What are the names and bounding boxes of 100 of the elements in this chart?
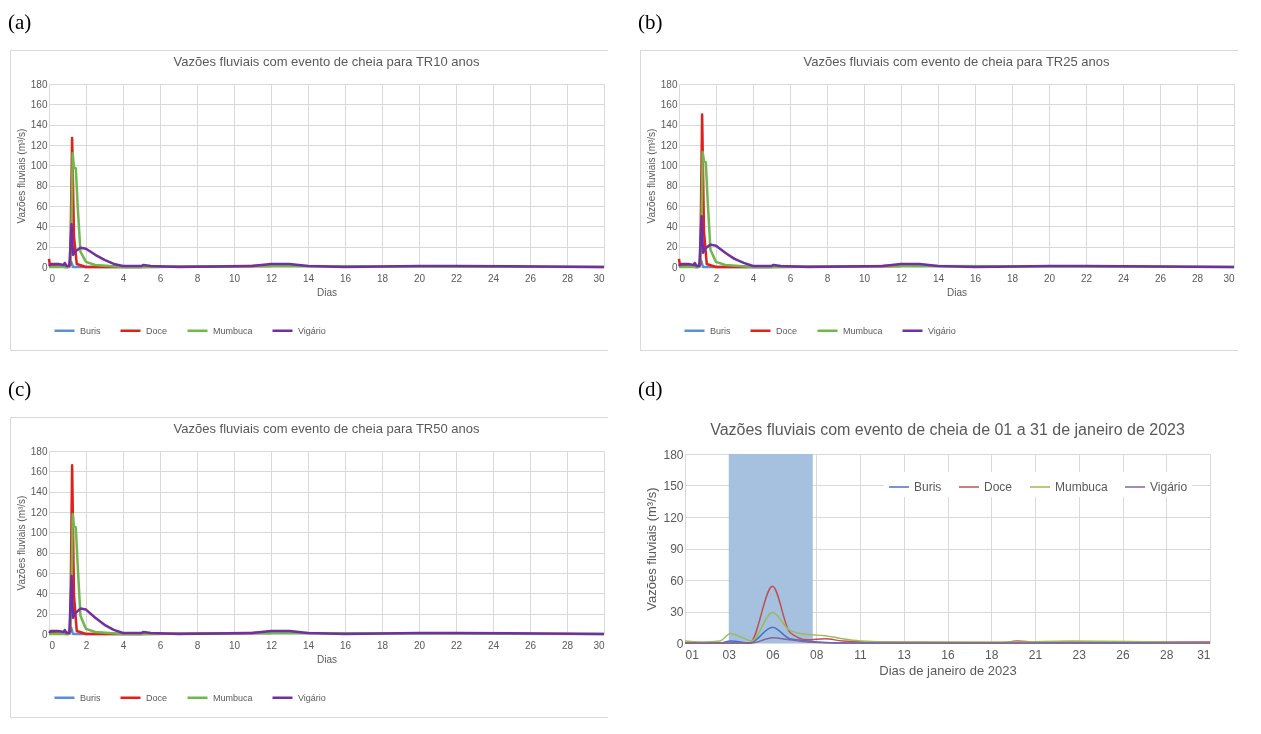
- x-tick-label: 2: [713, 272, 720, 284]
- legend-label: Doce: [984, 480, 1013, 494]
- legend-label: Doce: [146, 692, 168, 703]
- y-tick-label: 20: [36, 241, 48, 253]
- y-tick-label: 100: [660, 159, 678, 171]
- x-tick-label: 28: [1160, 647, 1174, 662]
- y-tick-label: 120: [30, 139, 48, 151]
- y-tick-label: 100: [30, 526, 48, 538]
- x-tick-label: 12: [265, 639, 278, 651]
- x-tick-label: 2: [83, 639, 90, 651]
- x-tick-label: 01: [685, 647, 700, 662]
- x-tick-label: 28: [561, 272, 574, 284]
- y-tick-label: 180: [663, 447, 684, 462]
- chart-title: Vazões fluviais com evento de cheia para TR10 anos: [173, 54, 480, 69]
- y-tick-label: 60: [666, 200, 678, 212]
- legend-label: Vigário: [1150, 480, 1188, 494]
- x-tick-label: 10: [228, 639, 241, 651]
- legend-label: Vigário: [298, 692, 326, 703]
- y-tick-label: 160: [30, 465, 48, 477]
- y-tick-label: 60: [36, 567, 48, 579]
- legend-label: Mumbuca: [213, 325, 253, 336]
- chart-title: Vazões fluviais com evento de cheia para TR25 anos: [803, 54, 1110, 69]
- legend-label: Buris: [914, 480, 942, 494]
- x-tick-label: 12: [265, 272, 278, 284]
- y-tick-label: 120: [30, 506, 48, 518]
- y-tick-label: 180: [30, 445, 48, 457]
- x-tick-label: 12: [895, 272, 908, 284]
- x-tick-label: 4: [120, 272, 127, 284]
- text: (b): [638, 10, 663, 34]
- chart-title: Vazões fluviais com evento de cheia de 01 a 31 de janeiro de 2023: [710, 421, 1185, 438]
- y-tick-label: 0: [41, 261, 48, 273]
- x-tick-label: 30: [593, 639, 605, 651]
- x-tick-label: 21: [1028, 647, 1043, 662]
- x-tick-label: 20: [1043, 272, 1056, 284]
- y-tick-label: 140: [30, 119, 48, 131]
- y-axis-title: Vazões fluviais (m³/s): [15, 128, 27, 224]
- legend-label: Buris: [80, 692, 101, 703]
- y-tick-label: 100: [30, 159, 48, 171]
- y-tick-label: 80: [666, 180, 678, 192]
- x-tick-label: 22: [450, 272, 463, 284]
- x-tick-label: 11: [854, 647, 868, 662]
- text: (a): [8, 10, 32, 34]
- y-tick-label: 90: [670, 542, 684, 556]
- x-tick-label: 4: [750, 272, 757, 284]
- y-tick-label: 40: [36, 587, 48, 599]
- x-tick-label: 22: [450, 639, 463, 651]
- x-tick-label: 20: [413, 272, 426, 284]
- x-tick-label: 10: [858, 272, 871, 284]
- y-tick-label: 160: [30, 98, 48, 110]
- x-tick-label: 0: [49, 639, 56, 651]
- text: (d): [638, 377, 663, 401]
- x-axis-title: Dias: [316, 653, 338, 665]
- x-tick-label: 8: [824, 272, 831, 284]
- y-tick-label: 80: [36, 180, 48, 192]
- y-tick-label: 150: [663, 479, 684, 493]
- x-tick-label: 18: [985, 647, 999, 662]
- x-tick-label: 14: [932, 272, 945, 284]
- x-axis-title: Dias de janeiro de 2023: [879, 662, 1017, 678]
- x-tick-label: 24: [487, 639, 500, 651]
- x-tick-label: 18: [376, 639, 389, 651]
- x-tick-label: 26: [524, 272, 537, 284]
- x-tick-label: 16: [941, 647, 955, 662]
- y-tick-label: 0: [41, 628, 48, 640]
- y-tick-label: 140: [30, 486, 48, 498]
- legend-label: Doce: [146, 325, 168, 336]
- y-axis-title: Vazões fluviais (m³/s): [15, 495, 27, 591]
- y-tick-label: 0: [671, 261, 678, 273]
- x-tick-label: 06: [766, 647, 780, 662]
- y-tick-label: 30: [670, 605, 684, 619]
- y-tick-label: 120: [663, 510, 684, 525]
- y-tick-label: 20: [666, 241, 678, 253]
- x-tick-label: 30: [593, 272, 605, 284]
- x-tick-label: 26: [524, 639, 537, 651]
- x-tick-label: 24: [487, 272, 500, 284]
- y-tick-label: 120: [660, 139, 678, 151]
- x-tick-label: 03: [722, 647, 737, 662]
- y-tick-label: 160: [660, 98, 678, 110]
- y-tick-label: 80: [36, 547, 48, 559]
- x-axis-title: Dias: [316, 286, 338, 298]
- text: (c): [8, 377, 32, 401]
- x-tick-label: 2: [83, 272, 90, 284]
- legend-label: Mumbuca: [1055, 480, 1109, 494]
- legend-label: Doce: [776, 325, 798, 336]
- x-tick-label: 4: [120, 639, 127, 651]
- legend-label: Buris: [80, 325, 101, 336]
- legend-label: Buris: [710, 325, 731, 336]
- legend-label: Mumbuca: [843, 325, 883, 336]
- y-tick-label: 40: [36, 220, 48, 232]
- x-tick-label: 31: [1197, 647, 1211, 662]
- x-tick-label: 28: [561, 639, 574, 651]
- legend-label: Mumbuca: [213, 692, 253, 703]
- x-tick-label: 26: [1116, 647, 1130, 662]
- x-tick-label: 08: [810, 647, 824, 662]
- x-tick-label: 16: [339, 272, 352, 284]
- y-tick-label: 140: [660, 119, 678, 131]
- y-tick-label: 40: [666, 220, 678, 232]
- x-tick-label: 14: [302, 639, 315, 651]
- x-tick-label: 23: [1072, 647, 1087, 662]
- x-axis-title: Dias: [946, 286, 968, 298]
- legend-label: Vigário: [928, 325, 956, 336]
